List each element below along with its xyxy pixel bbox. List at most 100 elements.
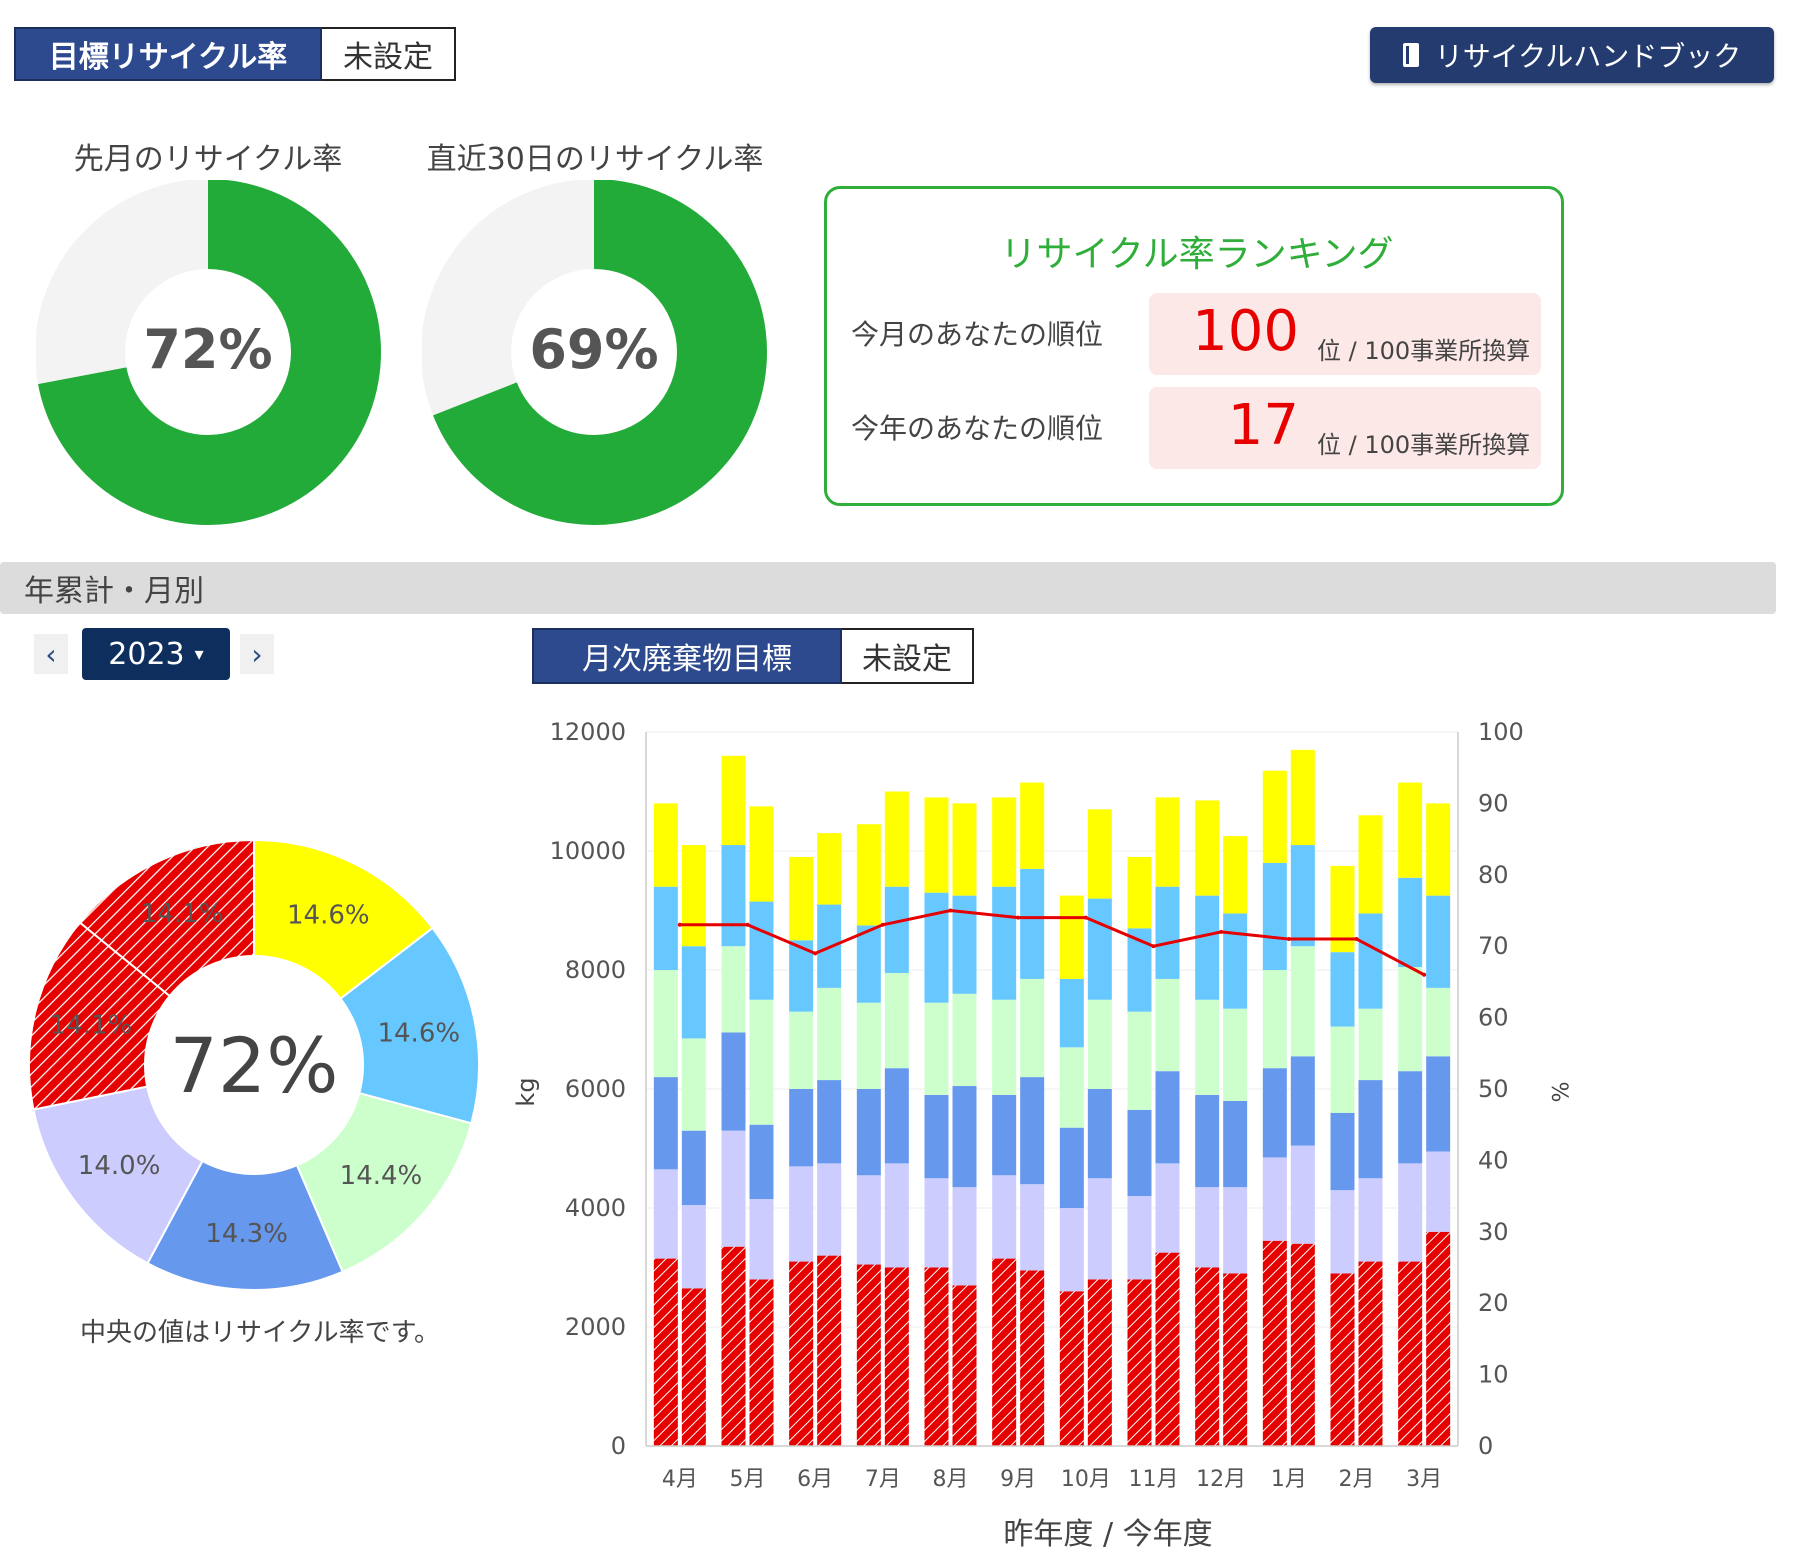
bar-segment bbox=[992, 1094, 1017, 1176]
bar-segment bbox=[1059, 895, 1084, 979]
bar-segment bbox=[817, 1080, 842, 1164]
annual-breakdown-pie: 72% 14.6% 14.6% 14.4% 14.3% 14.0% 14.1% 14.1% bbox=[28, 838, 480, 1291]
bar-segment bbox=[749, 1279, 774, 1446]
yearly-rank-box: 17 位 / 100事業所換算 bbox=[1149, 387, 1541, 469]
chevron-down-icon: ▾ bbox=[194, 643, 204, 665]
bar-segment bbox=[749, 999, 774, 1125]
bar-segment bbox=[1195, 1094, 1220, 1188]
bar-segment bbox=[884, 1068, 909, 1164]
monthly-rank-number: 100 bbox=[1192, 299, 1299, 364]
y-axis-label: kg bbox=[512, 1077, 540, 1106]
recycle-rate-point bbox=[745, 922, 750, 927]
bar-segment bbox=[1290, 845, 1315, 947]
bar-segment bbox=[1195, 1187, 1220, 1268]
bar-segment bbox=[1195, 999, 1220, 1095]
bar-segment bbox=[1262, 1068, 1287, 1158]
recycle-handbook-button[interactable]: リサイクルハンドブック bbox=[1370, 27, 1774, 83]
pie-slice-label: 14.6% bbox=[377, 1018, 460, 1048]
bar-segment bbox=[1155, 1163, 1180, 1253]
monthly-waste-goal-value[interactable]: 未設定 bbox=[842, 628, 974, 684]
bar-segment bbox=[1087, 1089, 1112, 1179]
bar-segment bbox=[653, 1258, 678, 1446]
yearly-rank-number: 17 bbox=[1227, 393, 1299, 458]
bar-segment bbox=[721, 946, 746, 1033]
bar-segment bbox=[856, 1264, 881, 1446]
x-tick-label: 9月 bbox=[1000, 1467, 1036, 1492]
bar-segment bbox=[856, 1089, 881, 1176]
bar-segment bbox=[1398, 967, 1423, 1072]
bar-segment bbox=[992, 797, 1017, 887]
bar-segment bbox=[653, 803, 678, 887]
bar-segment bbox=[653, 886, 678, 970]
bar-segment bbox=[1059, 978, 1084, 1048]
bar-segment bbox=[924, 1178, 949, 1268]
monthly-rank-box: 100 位 / 100事業所換算 bbox=[1149, 293, 1541, 375]
prev-year-button[interactable]: ‹ bbox=[34, 634, 68, 674]
bar-segment bbox=[1223, 1100, 1248, 1188]
bar-segment bbox=[653, 1077, 678, 1170]
bar-segment bbox=[1087, 1178, 1112, 1280]
bar-segment bbox=[1087, 1279, 1112, 1446]
bar-segment bbox=[817, 833, 842, 905]
bar-segment bbox=[924, 797, 949, 893]
bar-segment bbox=[681, 1205, 706, 1289]
bar-segment bbox=[1195, 895, 1220, 1000]
bar-segment bbox=[653, 1169, 678, 1259]
recycle-rate-point bbox=[677, 922, 682, 927]
yearly-rank-unit: 位 / 100事業所換算 bbox=[1317, 431, 1531, 459]
bar-segment bbox=[856, 925, 881, 1003]
bar-segment bbox=[1020, 1270, 1045, 1446]
bar-segment bbox=[992, 1175, 1017, 1259]
bar-segment bbox=[1398, 1261, 1423, 1446]
bar-segment bbox=[1262, 970, 1287, 1069]
bar-segment bbox=[992, 1258, 1017, 1446]
bar-segment bbox=[681, 946, 706, 1039]
bar-segment bbox=[1330, 1026, 1355, 1113]
bar-segment bbox=[817, 987, 842, 1081]
bar-segment bbox=[653, 970, 678, 1078]
bar-segment bbox=[1155, 978, 1180, 1072]
recycle-rate-point bbox=[1354, 937, 1359, 942]
bar-segment bbox=[1398, 877, 1423, 968]
bar-segment bbox=[1426, 1151, 1451, 1232]
bar-segment bbox=[1059, 1291, 1084, 1446]
y2-tick-label: 10 bbox=[1478, 1361, 1509, 1389]
bar-segment bbox=[1195, 800, 1220, 896]
next-year-button[interactable]: › bbox=[240, 634, 274, 674]
y2-tick-label: 50 bbox=[1478, 1075, 1509, 1103]
bar-segment bbox=[1087, 898, 1112, 1000]
recycle-rate-line bbox=[679, 908, 1425, 977]
bar-segment bbox=[1223, 913, 1248, 1009]
x-tick-label: 10月 bbox=[1061, 1467, 1111, 1492]
y2-tick-label: 30 bbox=[1478, 1218, 1509, 1246]
bar-segment bbox=[749, 1124, 774, 1200]
bar-segment bbox=[1290, 749, 1315, 846]
bar-segment bbox=[992, 999, 1017, 1095]
last-30-days-rate-value: 69% bbox=[529, 318, 659, 381]
bar-segment bbox=[1330, 1112, 1355, 1191]
bar-segment bbox=[924, 1002, 949, 1095]
y2-tick-label: 90 bbox=[1478, 789, 1509, 817]
bar-segment bbox=[1020, 978, 1045, 1078]
x-tick-label: 2月 bbox=[1339, 1467, 1375, 1492]
bar-segment bbox=[1127, 1011, 1152, 1110]
bar-segment bbox=[1223, 1008, 1248, 1101]
pie-note: 中央の値はリサイクル率です。 bbox=[79, 1318, 441, 1348]
year-dropdown[interactable]: 2023 ▾ bbox=[82, 628, 230, 680]
year-value: 2023 bbox=[108, 636, 185, 672]
bar-segment bbox=[856, 1002, 881, 1089]
last-month-rate-title: 先月のリサイクル率 bbox=[73, 142, 343, 177]
yearly-rank-label: 今年のあなたの順位 bbox=[851, 412, 1104, 445]
recycle-rate-point bbox=[1219, 929, 1224, 934]
target-recycle-rate-value[interactable]: 未設定 bbox=[322, 27, 456, 81]
y2-tick-label: 80 bbox=[1478, 861, 1509, 889]
bar-segment bbox=[1020, 1077, 1045, 1185]
bar-segment bbox=[1127, 856, 1152, 929]
bar-segment bbox=[884, 1267, 909, 1446]
y-tick-label: 4000 bbox=[565, 1194, 626, 1222]
bar-segment bbox=[721, 755, 746, 846]
bar-segment bbox=[1155, 1252, 1180, 1446]
bar-segment bbox=[856, 824, 881, 926]
recycle-rate-point bbox=[1286, 937, 1291, 942]
bar-segment bbox=[1426, 895, 1451, 988]
